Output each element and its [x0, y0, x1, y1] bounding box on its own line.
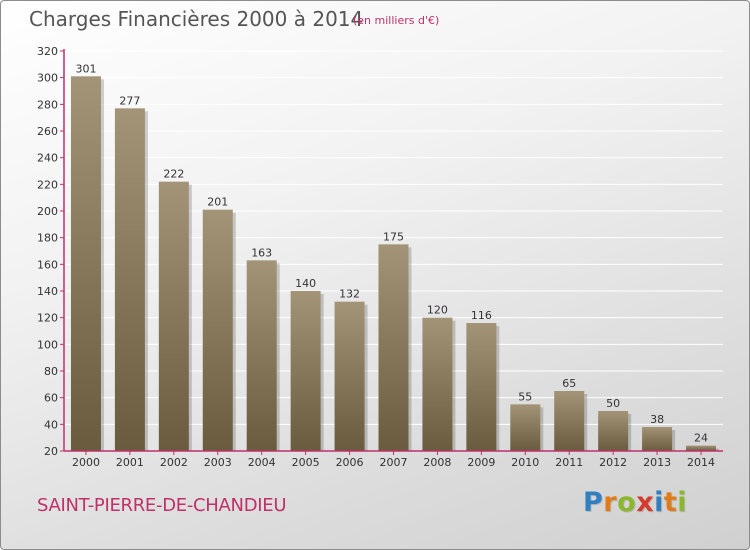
- logo-letter: P: [583, 487, 604, 518]
- logo-letter: o: [617, 487, 637, 518]
- x-tick-label: 2006: [336, 456, 364, 469]
- bar-2000[interactable]: [70, 76, 101, 451]
- y-tick-label: 200: [37, 205, 58, 218]
- proxiti-logo[interactable]: Proxiti: [583, 487, 687, 518]
- y-tick-label: 260: [37, 125, 58, 138]
- y-tick-label: 60: [44, 392, 58, 405]
- y-tick-label: 100: [37, 338, 58, 351]
- commune-name: SAINT-PIERRE-DE-CHANDIEU: [37, 495, 287, 516]
- bar-chart: 20 40 60 80 100 120 140 160 180 200 220 240 260 280 30…: [37, 45, 723, 469]
- chart-subtitle: (en milliers d'€): [353, 14, 440, 27]
- y-tick-label: 20: [44, 445, 58, 458]
- logo-letter: i: [677, 487, 688, 518]
- x-tick-label: 2000: [72, 456, 100, 469]
- logo-letter: i: [654, 487, 664, 518]
- y-tick-label: 220: [37, 178, 58, 191]
- value-label: 116: [471, 309, 492, 322]
- value-label: 175: [383, 230, 404, 243]
- bar-2001[interactable]: [114, 108, 145, 451]
- value-label: 163: [251, 246, 272, 259]
- value-label: 38: [650, 413, 664, 426]
- y-tick-label: 280: [37, 98, 58, 111]
- y-tick-label: 140: [37, 285, 58, 298]
- value-label: 50: [606, 397, 620, 410]
- x-tick-label: 2011: [555, 456, 583, 469]
- x-tick-label: 2009: [467, 456, 495, 469]
- value-label: 120: [427, 304, 448, 317]
- y-tick-label: 80: [44, 365, 58, 378]
- x-tick-label: 2002: [160, 456, 188, 469]
- bar-2006[interactable]: [334, 301, 365, 451]
- value-label: 277: [119, 94, 140, 107]
- y-tick-label: 320: [37, 45, 58, 58]
- value-label: 201: [207, 196, 228, 209]
- x-tick-label: 2014: [687, 456, 715, 469]
- bar-2011[interactable]: [554, 391, 585, 451]
- x-tick-label: 2004: [248, 456, 276, 469]
- bar-2007[interactable]: [378, 244, 409, 451]
- x-tick-label: 2012: [599, 456, 627, 469]
- y-tick-label: 40: [44, 418, 58, 431]
- value-label: 301: [75, 62, 96, 75]
- chart-title: Charges Financières 2000 à 2014: [29, 7, 364, 31]
- logo-letter: t: [663, 487, 678, 518]
- x-tick-label: 2003: [204, 456, 232, 469]
- y-tick-label: 240: [37, 152, 58, 165]
- x-tick-label: 2005: [292, 456, 320, 469]
- bar-2010[interactable]: [510, 404, 541, 451]
- y-tick-label: 120: [37, 312, 58, 325]
- value-label: 65: [562, 377, 576, 390]
- y-tick-label: 180: [37, 232, 58, 245]
- bar-2005[interactable]: [290, 291, 321, 451]
- bar-2004[interactable]: [246, 260, 277, 451]
- bar-2013[interactable]: [642, 427, 673, 451]
- y-tick-label: 300: [37, 72, 58, 85]
- x-tick-label: 2013: [643, 456, 671, 469]
- bar-2008[interactable]: [422, 317, 453, 451]
- bar-2003[interactable]: [202, 209, 233, 451]
- value-label: 222: [163, 168, 184, 181]
- value-label: 55: [518, 390, 532, 403]
- value-label: 24: [694, 432, 708, 445]
- bar-2002[interactable]: [158, 181, 189, 451]
- x-tick-label: 2007: [380, 456, 408, 469]
- value-label: 132: [339, 288, 360, 301]
- value-label: 140: [295, 277, 316, 290]
- x-tick-label: 2010: [511, 456, 539, 469]
- x-tick-label: 2001: [116, 456, 144, 469]
- bar-2012[interactable]: [598, 411, 629, 451]
- x-tick-label: 2008: [423, 456, 451, 469]
- bar-2014[interactable]: [686, 445, 717, 451]
- logo-letter: r: [603, 487, 618, 518]
- bar-2009[interactable]: [466, 323, 497, 451]
- logo-letter: x: [636, 487, 655, 518]
- y-tick-label: 160: [37, 258, 58, 271]
